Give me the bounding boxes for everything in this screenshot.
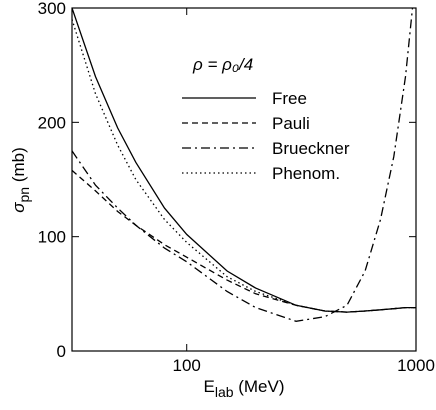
lines	[72, 8, 416, 322]
series-line	[72, 8, 414, 322]
y-label-main: σ	[9, 202, 28, 213]
y-label-sub: pn	[16, 187, 32, 203]
legend-label: Free	[272, 89, 307, 108]
x-tick-label: 100	[173, 356, 201, 375]
x-label-main: E	[203, 377, 214, 396]
y-tick-label: 200	[38, 113, 66, 132]
x-axis-label: Elab (MeV)	[203, 377, 284, 400]
x-label-sub: lab	[215, 384, 234, 400]
legend-label: Phenom.	[272, 164, 340, 183]
y-label-unit: (mb)	[9, 147, 28, 187]
annotation: ρ = ρ₀/4	[192, 55, 253, 74]
series-line	[72, 19, 416, 313]
y-tick-label: 0	[57, 342, 66, 361]
series-line	[72, 169, 416, 313]
x-label-unit: (MeV)	[234, 377, 285, 396]
x-tick-label: 1000	[397, 356, 435, 375]
y-axis-label: σpn (mb)	[9, 147, 32, 213]
plot-frame	[71, 7, 417, 352]
legend-label: Pauli	[272, 114, 310, 133]
series-line	[72, 8, 416, 313]
y-tick-label: 300	[38, 0, 66, 18]
y-tick-label: 100	[38, 228, 66, 247]
legend-label: Brueckner	[272, 139, 350, 158]
